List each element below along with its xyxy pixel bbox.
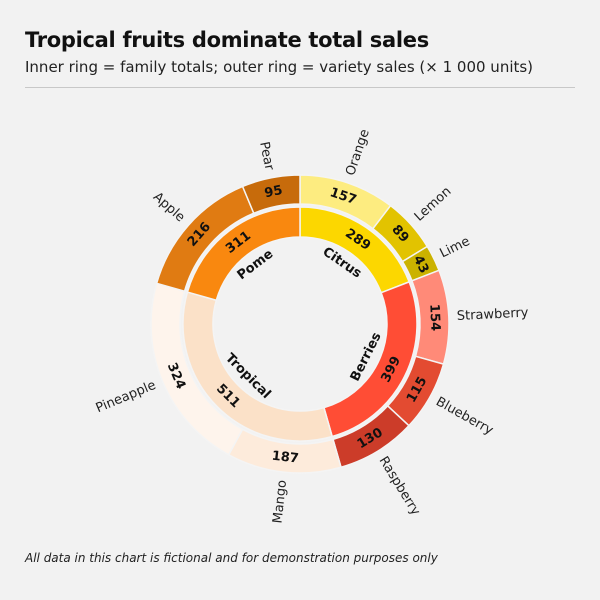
variety-value-label: 95: [263, 183, 284, 201]
variety-name-label: Pineapple: [94, 378, 158, 416]
variety-name-label: Lime: [438, 234, 473, 261]
chart-subtitle: Inner ring = family totals; outer ring =…: [25, 58, 534, 76]
variety-name-label: Lemon: [412, 184, 455, 224]
chart-title: Tropical fruits dominate total sales: [25, 28, 429, 52]
variety-value-label: 187: [271, 449, 300, 467]
variety-name-label: Raspberry: [376, 454, 423, 519]
variety-name-label: Strawberry: [456, 306, 529, 324]
variety-name-label: Pear: [256, 140, 276, 172]
variety-name-label: Orange: [343, 127, 373, 177]
variety-arc-pear[interactable]: [241, 174, 301, 215]
variety-value-label: 154: [426, 304, 442, 332]
variety-name-label: Blueberry: [433, 394, 496, 438]
variety-value-label: 43: [410, 253, 431, 276]
variety-name-label: Apple: [150, 190, 188, 226]
family-arc-pome[interactable]: [186, 206, 301, 302]
variety-name-label: Mango: [270, 479, 290, 524]
divider: [25, 87, 575, 88]
chart-footer: All data in this chart is fictional and …: [25, 551, 438, 565]
